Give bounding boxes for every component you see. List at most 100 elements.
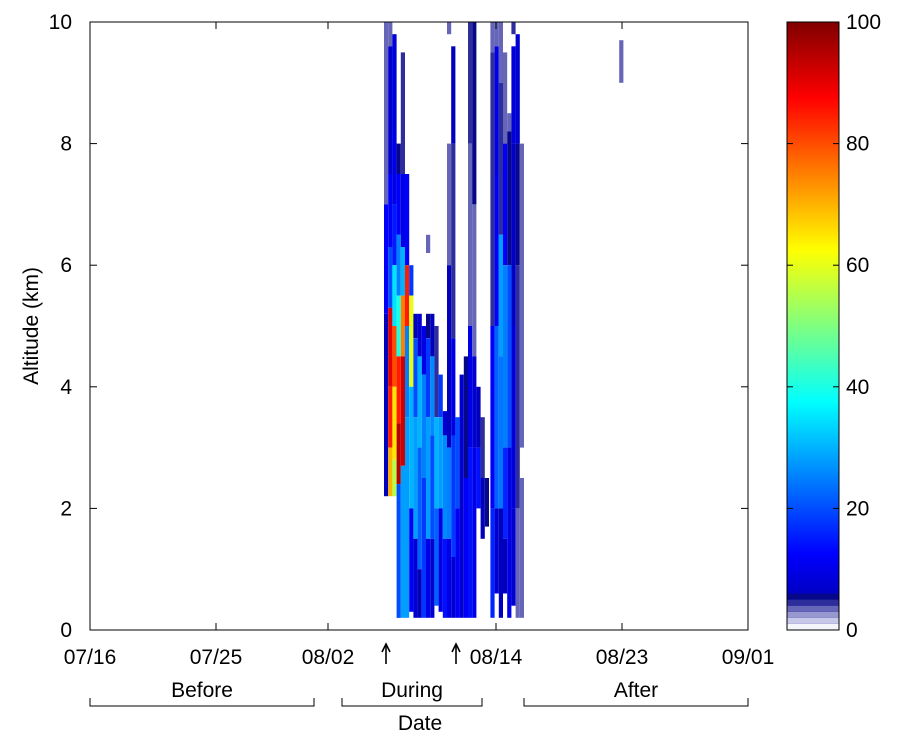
heatmap-cell	[494, 46, 499, 174]
heatmap-cell	[463, 478, 468, 618]
heatmap-cell	[426, 417, 431, 539]
heatmap-cell	[388, 46, 393, 174]
period-brackets: Before During After	[89, 679, 749, 707]
heatmap-cell	[400, 356, 405, 466]
heatmap-cell	[417, 313, 422, 357]
colorbar-tick-label: 100	[846, 11, 881, 34]
heatmap-cell	[484, 478, 489, 527]
y-axis: 0 2 4 6 8 10	[49, 11, 748, 642]
heatmap-cell	[519, 143, 524, 448]
colorbar-tick-label: 0	[846, 619, 858, 642]
heatmap-cell	[472, 204, 477, 357]
heatmap-cell	[426, 234, 431, 253]
heatmap-cell	[494, 326, 499, 509]
heatmap-cell	[438, 417, 443, 509]
heatmap-cell	[392, 265, 397, 326]
heatmap-cell	[511, 326, 516, 509]
heatmap-cell	[472, 447, 477, 618]
y-axis-label: Altitude (km)	[20, 267, 43, 385]
heatmap-cell	[384, 204, 389, 314]
heatmap-cell	[388, 447, 393, 497]
heatmap-cell	[503, 143, 508, 266]
x-tick-label: 07/25	[190, 646, 243, 669]
heatmap-cell	[515, 143, 520, 266]
heatmap-cell	[384, 313, 389, 497]
heatmap-cell	[494, 174, 499, 326]
heatmap-cell	[413, 417, 418, 539]
heatmap-cell	[498, 234, 503, 357]
y-tick-label: 4	[60, 376, 72, 399]
heatmap-cell	[451, 338, 456, 436]
heatmap-cell	[442, 411, 447, 436]
heatmap-cell	[388, 22, 393, 47]
plot-frame	[89, 21, 749, 631]
arrow-head	[451, 642, 461, 653]
heatmap-cell	[494, 508, 499, 594]
heatmap-cell	[507, 113, 512, 132]
heatmap-cell	[396, 484, 401, 618]
heatmap-cell	[434, 326, 439, 418]
x-tick-label: 08/23	[596, 646, 649, 669]
heatmap-cell	[511, 143, 516, 326]
heatmap-cell	[490, 22, 495, 53]
heatmap-cell	[396, 143, 401, 174]
heatmap-cell	[405, 265, 410, 326]
heatmap-cell	[392, 326, 397, 387]
heatmap-cell	[434, 508, 439, 606]
y-tick-label: 0	[60, 619, 72, 642]
heatmap-cell	[451, 46, 456, 144]
heatmap-cell	[426, 338, 431, 418]
colorbar-band	[787, 593, 839, 600]
heatmap-cell	[417, 447, 422, 570]
arrow-head	[381, 642, 391, 653]
heatmap-cell	[442, 435, 447, 539]
heatmap-cell	[405, 326, 410, 418]
x-tick-label: 09/01	[722, 646, 775, 669]
heatmap-cell	[396, 234, 401, 296]
heatmap-cell	[392, 131, 397, 205]
heatmap-cell	[459, 374, 464, 618]
colorbar-band	[787, 617, 839, 624]
heatmap-cell	[409, 386, 414, 509]
heatmap-cell	[388, 307, 393, 387]
heatmap-cell	[396, 295, 401, 357]
x-tick-label: 08/02	[302, 646, 355, 669]
colorbar-tick-label: 80	[846, 133, 869, 156]
heatmap-cell	[480, 478, 485, 539]
heatmap-cell	[503, 265, 508, 448]
heatmap-cell	[463, 356, 468, 478]
heatmap-cell	[400, 465, 405, 618]
heatmap-cell	[490, 52, 495, 327]
heatmap-cell	[480, 417, 485, 478]
heatmap-cell	[472, 22, 477, 205]
period-bracket	[523, 698, 749, 707]
heatmap-cell	[392, 34, 397, 132]
heatmap-cell	[468, 326, 473, 448]
heatmap-cell	[476, 386, 481, 448]
colorbar-ticks: 0 20 40 60 80 100	[787, 11, 881, 642]
heatmap-cell	[434, 417, 439, 509]
heatmap-cell	[490, 326, 495, 509]
heatmap-cell	[405, 417, 410, 618]
heatmap-cell	[392, 386, 397, 460]
heatmap-cell	[507, 131, 512, 266]
heatmap-cell	[490, 508, 495, 618]
colorbar-tick-label: 20	[846, 497, 869, 520]
heatmap-cell	[468, 22, 473, 144]
heatmap-cell	[515, 508, 520, 618]
heatmap-cell	[507, 447, 512, 618]
heatmap-cell	[507, 265, 512, 448]
heatmap-cell	[388, 247, 393, 308]
heatmap-cell	[400, 52, 405, 174]
heatmap-cell	[426, 313, 431, 339]
heatmap-cell	[396, 423, 401, 485]
heatmap-cell	[388, 174, 393, 247]
colorbar: 0 20 40 60 80 100	[786, 11, 881, 642]
heatmap-cell	[451, 143, 456, 339]
heatmap-cell	[455, 508, 460, 618]
heatmap-cell	[438, 374, 443, 418]
colorbar-tick-label: 60	[846, 254, 869, 277]
heatmap-cell	[396, 174, 401, 235]
y-tick-label: 2	[60, 497, 72, 520]
heatmap-cell	[468, 447, 473, 618]
